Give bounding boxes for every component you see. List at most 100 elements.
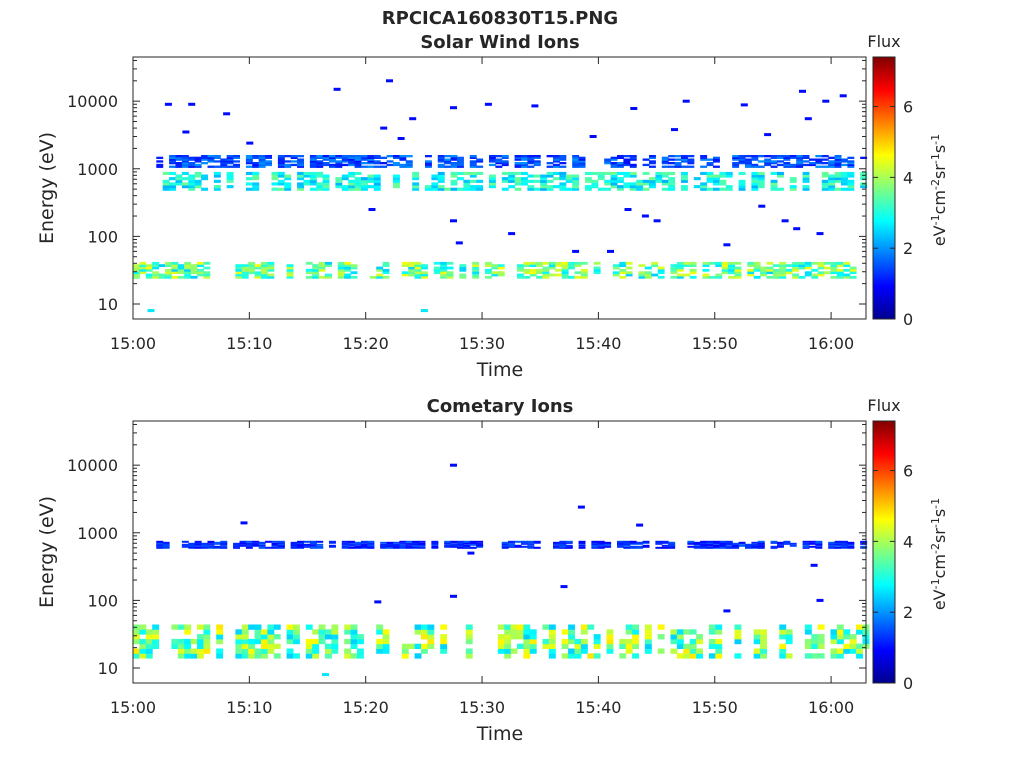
heatmap-cell	[747, 268, 755, 272]
heatmap-cell	[725, 174, 733, 178]
heatmap-cell	[779, 643, 787, 649]
heatmap-cell	[817, 653, 825, 659]
heatmap-cell	[824, 261, 831, 265]
heatmap-cell	[171, 266, 179, 270]
heatmap-cell	[815, 540, 823, 543]
heatmap-cell	[828, 174, 836, 178]
heatmap-cell	[527, 545, 535, 548]
heatmap-cell	[713, 158, 720, 161]
heatmap-cell	[162, 179, 170, 183]
heatmap-cell	[190, 638, 198, 645]
heatmap-cell	[241, 629, 249, 635]
heatmap-cell	[235, 629, 243, 635]
heatmap-cell	[201, 174, 208, 178]
heatmap-cells	[133, 463, 870, 677]
x-axis-label: Time	[476, 359, 524, 381]
heatmap-cell	[568, 261, 575, 265]
heatmap-cell	[610, 179, 618, 183]
heatmap-cell	[469, 174, 477, 178]
heatmap-cell	[203, 624, 211, 630]
heatmap-cell	[325, 264, 332, 267]
heatmap-cell	[760, 629, 767, 635]
heatmap-cell	[604, 545, 612, 548]
heatmap-cell	[348, 543, 356, 546]
heatmap-cell	[472, 268, 480, 272]
heatmap-cell	[337, 264, 345, 267]
heatmap-cell	[194, 171, 202, 175]
axis-ticks: 15:00 15:10 15:20 15:30 15:40 15:50 16:0010100…	[67, 421, 866, 717]
heatmap-cell	[828, 541, 836, 544]
heatmap-cell	[847, 174, 855, 178]
heatmap-cell	[683, 261, 691, 265]
heatmap-cell	[335, 165, 343, 168]
heatmap-cell	[751, 541, 759, 544]
heatmap-cell	[649, 177, 656, 181]
x-tick-label: 15:10	[226, 698, 272, 717]
heatmap-cell	[220, 540, 228, 543]
heatmap-cell	[348, 187, 356, 191]
heatmap-spot	[682, 99, 690, 103]
heatmap-cell	[713, 165, 720, 168]
heatmap-cell	[152, 261, 160, 265]
heatmap-cell	[644, 271, 652, 275]
heatmap-spot	[409, 117, 417, 121]
heatmap-cell	[504, 624, 512, 630]
heatmap-cell	[446, 261, 454, 265]
heatmap-cell	[847, 165, 855, 168]
y-tick-label: 10000	[67, 92, 118, 111]
heatmap-cell	[325, 643, 332, 649]
heatmap-cell	[207, 156, 215, 159]
heatmap-cell	[610, 156, 618, 159]
heatmap-cell	[789, 163, 797, 167]
heatmap-cell	[514, 156, 522, 159]
heatmap-cell	[248, 648, 256, 654]
heatmap-cell	[623, 174, 631, 178]
heatmap-cell	[738, 171, 746, 175]
heatmap-cell	[751, 187, 759, 191]
heatmap-cell	[197, 261, 204, 265]
heatmap-cell	[734, 624, 742, 630]
heatmap-cell	[644, 634, 652, 640]
heatmap-cell	[745, 158, 752, 161]
heatmap-cell	[386, 163, 394, 167]
heatmap-cell	[796, 156, 804, 159]
heatmap-cell	[504, 629, 512, 635]
heatmap-cell	[860, 171, 868, 175]
heatmap-cell	[693, 185, 701, 189]
heatmap-cell	[700, 156, 708, 159]
heatmap-cell	[501, 160, 509, 163]
heatmap-cell	[197, 624, 204, 630]
heatmap-cell	[367, 185, 375, 189]
heatmap-cell	[572, 187, 580, 191]
heatmap-cell	[625, 629, 633, 635]
heatmap-cell	[322, 156, 330, 159]
heatmap-cell	[847, 545, 855, 548]
heatmap-cell	[689, 275, 697, 279]
heatmap-cell	[184, 648, 192, 654]
heatmap-cell	[335, 162, 343, 165]
heatmap-spot	[164, 102, 172, 106]
heatmap-cell	[636, 541, 644, 544]
heatmap-cell	[450, 158, 458, 161]
heatmap-cell	[450, 155, 458, 158]
heatmap-cell	[612, 273, 620, 277]
heatmap-cell	[399, 540, 407, 543]
heatmap-cell	[804, 643, 812, 649]
heatmap-cell	[632, 653, 639, 659]
heatmap-cell	[689, 648, 697, 654]
heatmap-cell	[252, 540, 260, 543]
heatmap-cell	[376, 624, 384, 630]
heatmap-cell	[802, 545, 810, 548]
heatmap-cell	[834, 174, 842, 178]
heatmap-cell	[792, 275, 799, 279]
heatmap-cell	[169, 182, 176, 186]
heatmap-cell	[188, 542, 196, 545]
heatmap-cell	[574, 264, 582, 267]
heatmap-cell	[708, 261, 716, 265]
heatmap-cell	[725, 185, 733, 189]
heatmap-cell	[169, 177, 176, 181]
heatmap-cell	[753, 264, 761, 267]
heatmap-cell	[325, 273, 332, 277]
heatmap-cell	[702, 268, 710, 272]
heatmap-cell	[649, 160, 656, 163]
